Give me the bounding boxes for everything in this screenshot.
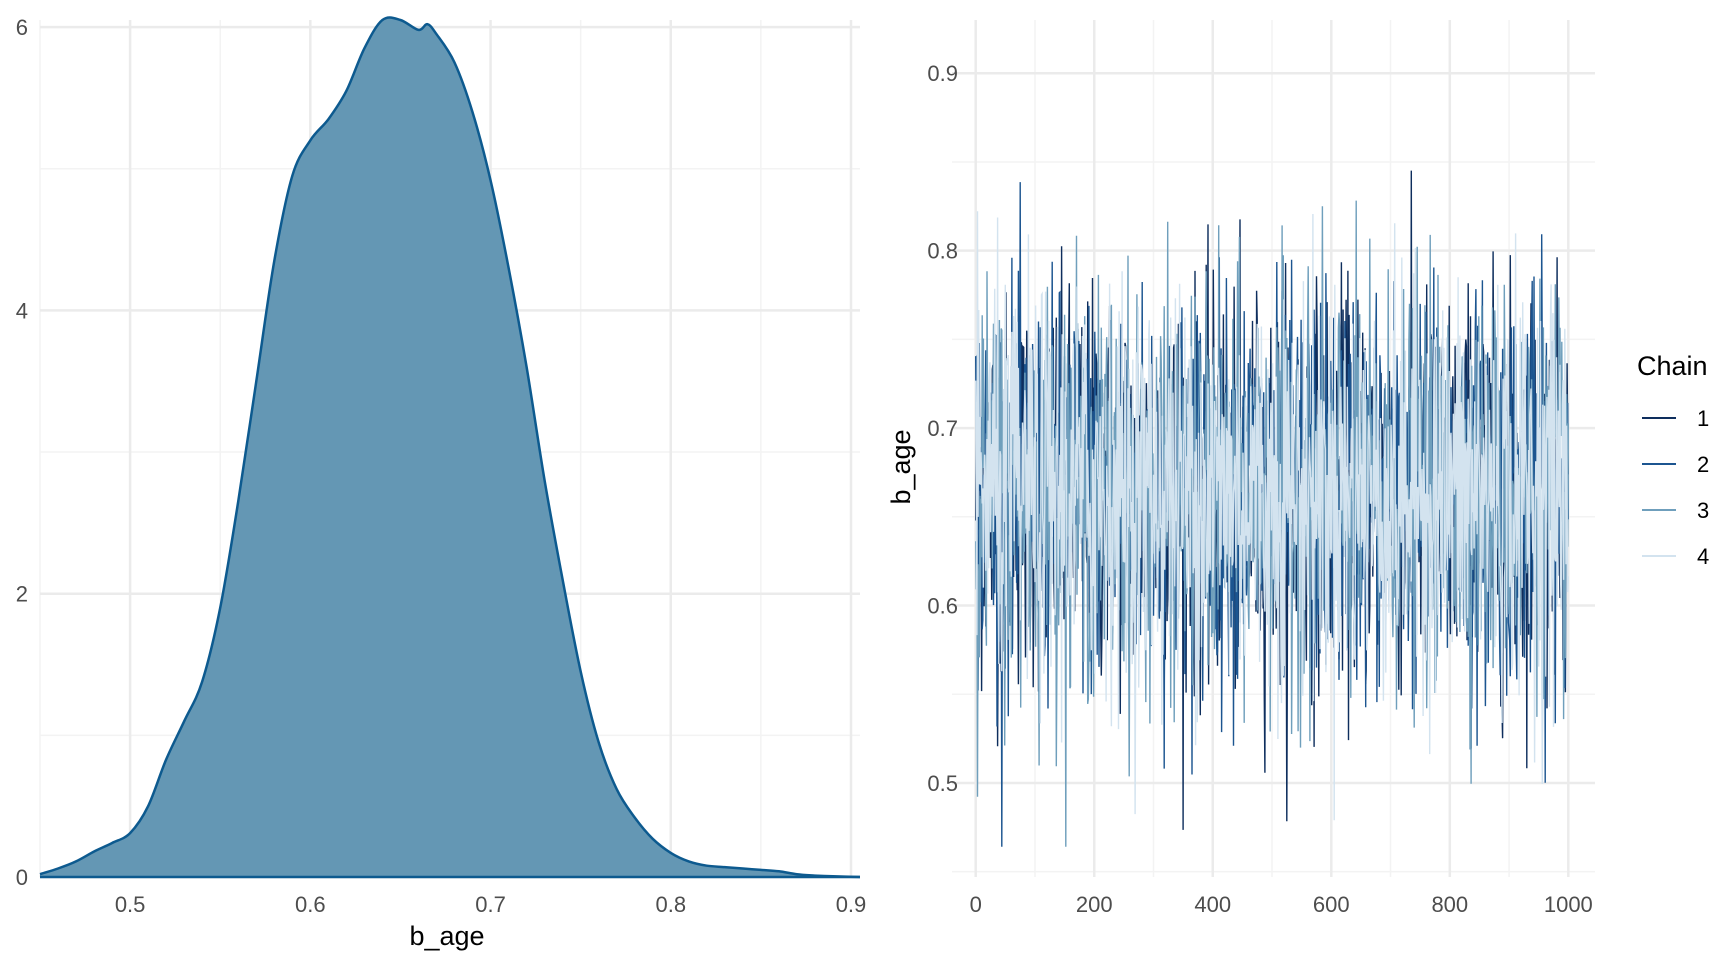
legend-item-chain-3: 3 — [1642, 498, 1709, 523]
x-tick-label: 0.7 — [475, 892, 506, 917]
y-tick-label: 0.7 — [927, 416, 958, 441]
density-y-ticks: 0 2 4 6 — [16, 15, 28, 890]
y-tick-label: 0.9 — [927, 61, 958, 86]
legend-label: 2 — [1697, 452, 1709, 477]
y-tick-label: 2 — [16, 582, 28, 607]
legend: Chain 1 2 3 4 — [1637, 351, 1709, 569]
legend-label: 3 — [1697, 498, 1709, 523]
x-tick-label: 1000 — [1544, 892, 1593, 917]
legend-title: Chain — [1637, 351, 1708, 381]
x-tick-label: 0.6 — [295, 892, 326, 917]
trace-x-ticks: 0 200 400 600 800 1000 — [970, 892, 1593, 917]
density-x-axis-title: b_age — [409, 921, 484, 951]
y-tick-label: 0 — [16, 865, 28, 890]
x-tick-label: 0.8 — [655, 892, 686, 917]
density-panel: 0.5 0.6 0.7 0.8 0.9 0 2 4 6 b_age — [16, 15, 867, 951]
y-tick-label: 0.8 — [927, 239, 958, 264]
x-tick-label: 800 — [1431, 892, 1468, 917]
x-tick-label: 0.9 — [836, 892, 867, 917]
legend-item-chain-4: 4 — [1642, 544, 1709, 569]
legend-item-chain-1: 1 — [1642, 406, 1709, 431]
x-tick-label: 0.5 — [115, 892, 146, 917]
y-tick-label: 0.5 — [927, 771, 958, 796]
y-tick-label: 6 — [16, 15, 28, 40]
density-outline — [39, 16, 861, 879]
trace-y-ticks: 0.5 0.6 0.7 0.8 0.9 — [927, 61, 958, 796]
legend-label: 1 — [1697, 406, 1709, 431]
y-tick-label: 4 — [16, 298, 28, 323]
density-area — [40, 17, 860, 878]
trace-y-axis-title: b_age — [886, 429, 916, 504]
density-x-ticks: 0.5 0.6 0.7 0.8 0.9 — [115, 892, 866, 917]
x-tick-label: 0 — [970, 892, 982, 917]
trace-lines — [975, 170, 1569, 847]
x-tick-label: 600 — [1313, 892, 1350, 917]
legend-label: 4 — [1697, 544, 1709, 569]
x-tick-label: 400 — [1194, 892, 1231, 917]
trace-panel: 0 200 400 600 800 1000 0.5 0.6 0.7 0.8 0.9 b_age — [886, 20, 1595, 917]
y-tick-label: 0.6 — [927, 594, 958, 619]
legend-items: 1 2 3 4 — [1642, 406, 1709, 569]
trace-line-chain-4 — [975, 211, 1569, 821]
x-tick-label: 200 — [1076, 892, 1113, 917]
legend-item-chain-2: 2 — [1642, 452, 1709, 477]
